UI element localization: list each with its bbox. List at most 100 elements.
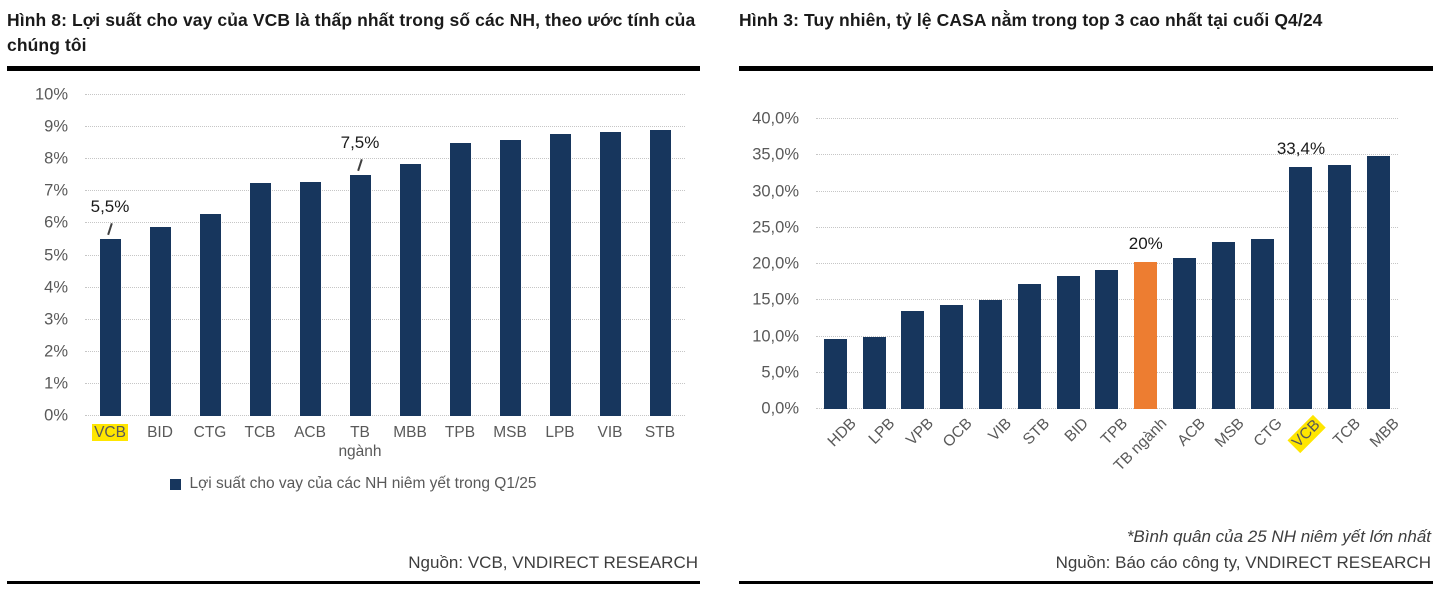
y-tick-label: 5% (44, 246, 68, 264)
bar-TPB (1095, 269, 1119, 409)
x-label-ACB: ACB (294, 424, 326, 441)
bar-slot (285, 95, 335, 416)
x-label-cell: VCB (85, 423, 135, 471)
legend-label: Lợi suất cho vay của các NH niêm yết tro… (189, 475, 537, 492)
x-label-TPB: TPB (444, 424, 476, 441)
bar-slot (535, 95, 585, 416)
y-tick-label: 4% (44, 278, 68, 297)
bar-slot (435, 95, 485, 416)
casa-ratio-bar-chart: 0,0% 5,0% 10,0% 15,0% 20,0% 25,0% 30,0% 35,0% 40… (739, 110, 1433, 501)
leader-line (107, 223, 113, 236)
x-label-cell: LPB (535, 423, 585, 471)
y-tick-label: 6% (44, 213, 68, 232)
legend-swatch-icon (170, 478, 182, 490)
bar-MBB (1367, 155, 1391, 409)
bar-slot (585, 95, 635, 416)
figure-3-title-rule (739, 66, 1433, 71)
x-label-cell: ACB (1165, 409, 1209, 501)
y-tick-label: 8% (44, 149, 68, 168)
bar-slot (235, 95, 285, 416)
data-label-TB-ngành: 7,5% (340, 133, 380, 153)
bar-slot (1088, 119, 1127, 409)
y-tick-label: 35,0% (752, 145, 799, 164)
x-label-cell: VCB (1282, 409, 1326, 501)
x-label-TCB: TCB (244, 424, 276, 441)
y-tick-label: 0,0% (761, 399, 799, 418)
figure-3-footer: *Bình quân của 25 NH niêm yết lớn nhất N… (739, 527, 1433, 584)
bar-slot (135, 95, 185, 416)
bars-layer: 20% 33,4% (816, 119, 1398, 409)
bar-TPB (449, 143, 471, 416)
bars-layer: 5,5% 7,5% (85, 95, 685, 416)
gridline (85, 415, 685, 416)
x-label-cell: STB (1010, 409, 1053, 501)
gridline (85, 158, 685, 160)
bar-VIB (979, 300, 1003, 409)
x-label-cell: CTG (1243, 409, 1286, 501)
gridline (85, 254, 685, 256)
gridline (816, 226, 1398, 228)
bar-VIB (599, 131, 621, 416)
bar-slot (1010, 119, 1049, 409)
y-tick-label: 10% (34, 85, 68, 104)
bar-slot (1165, 119, 1204, 409)
figure-8-footer: Nguồn: VCB, VNDIRECT RESEARCH (7, 549, 700, 584)
bar-OCB (940, 304, 964, 409)
x-axis-labels: VCB BID CTG TCB ACB TB ngành MBB TPB MSB LPB VIB ST… (85, 423, 685, 471)
y-tick-label: 15,0% (752, 290, 799, 309)
x-label-cell: BID (1049, 409, 1092, 501)
gridline (85, 286, 685, 288)
bar-MSB (1211, 242, 1235, 409)
bar-slot (971, 119, 1010, 409)
source-note: Nguồn: Báo cáo công ty, VNDIRECT RESEARC… (1055, 553, 1431, 572)
bar-TB-ngành (1134, 261, 1158, 409)
bar-slot (385, 95, 435, 416)
y-tick-label: 3% (44, 310, 68, 329)
bar-ACB (1173, 258, 1197, 409)
gridline (85, 222, 685, 224)
y-tick-label: 9% (44, 117, 68, 136)
x-label-cell: HDB (816, 409, 859, 501)
x-label-cell: OCB (932, 409, 976, 501)
x-label-cell: BID (135, 423, 185, 471)
x-label-cell: VPB (894, 409, 937, 501)
x-label-cell: TPB (435, 423, 485, 471)
data-label-VCB: 5,5% (90, 197, 130, 217)
x-label-cell: TB ngành (1110, 409, 1170, 501)
bar-slot (894, 119, 933, 409)
y-tick-label: 1% (44, 374, 68, 393)
data-label-TB-ngành: 20% (1128, 233, 1163, 253)
figure-8-title: Hình 8: Lợi suất cho vay của VCB là thấp… (7, 10, 696, 56)
bar-slot (1359, 119, 1398, 409)
y-tick-label: 0% (44, 406, 68, 425)
gridline (85, 318, 685, 320)
plot-area: 0,0% 5,0% 10,0% 15,0% 20,0% 25,0% 30,0% 35,0% 40… (752, 110, 1398, 418)
bar-CTG (199, 213, 221, 416)
bar-VCB (1289, 166, 1313, 409)
x-label-cell: MSB (485, 423, 535, 471)
bar-slot: 5,5% (85, 95, 135, 416)
figure-8-title-rule (7, 66, 700, 71)
y-tick-label: 10,0% (752, 327, 799, 345)
x-label-cell: ACB (285, 423, 335, 471)
bar-VPB (901, 311, 925, 409)
legend: Lợi suất cho vay của các NH niêm yết tro… (7, 475, 700, 493)
x-label-BID: BID (147, 424, 173, 441)
x-label-cell: MBB (1359, 409, 1403, 501)
bar-slot (855, 119, 894, 409)
x-label-TB-ngành: TB ngành (338, 424, 382, 461)
figure-3-bottom-rule (739, 581, 1433, 584)
bar-slot (1204, 119, 1243, 409)
x-label-cell: LPB (855, 409, 898, 501)
x-label-cell: STB (635, 423, 685, 471)
bar-slot: 33,4% (1277, 119, 1325, 409)
bar-MSB (499, 139, 521, 416)
x-label-VCB: VCB (92, 424, 128, 441)
x-label-CTG: CTG (193, 424, 227, 441)
bar-slot: 7,5% (335, 95, 385, 416)
bar-STB (649, 130, 671, 416)
gridline (85, 350, 685, 352)
x-label-LPB: LPB (545, 424, 575, 441)
gridline (816, 190, 1398, 192)
